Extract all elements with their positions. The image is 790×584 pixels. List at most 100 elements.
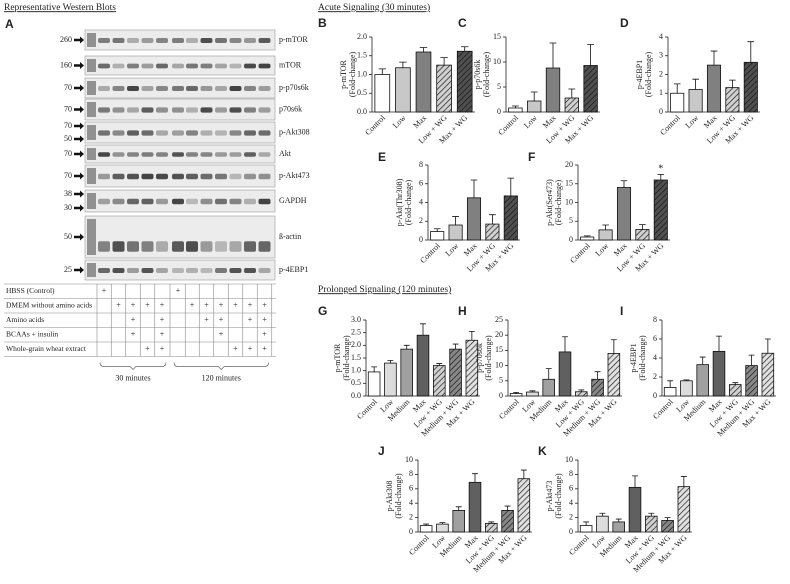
x-tick-label: Control bbox=[651, 397, 675, 421]
band bbox=[98, 130, 110, 136]
band bbox=[141, 63, 154, 69]
panel-letter: E bbox=[378, 150, 386, 164]
band bbox=[200, 130, 213, 136]
bar bbox=[616, 187, 632, 241]
bar bbox=[645, 515, 658, 533]
y-tick-label: 4 bbox=[569, 498, 573, 507]
y-tick-label: 3 bbox=[659, 51, 663, 60]
band bbox=[112, 130, 125, 136]
band bbox=[229, 173, 242, 180]
bar bbox=[712, 350, 726, 397]
blot-label: p-Akt473 bbox=[279, 171, 310, 180]
band bbox=[127, 173, 139, 180]
band bbox=[258, 173, 271, 180]
cell: + bbox=[145, 344, 150, 353]
bar bbox=[635, 229, 650, 241]
y-axis-label: (Fold-change) bbox=[394, 473, 403, 519]
error-bar bbox=[732, 382, 739, 385]
band bbox=[215, 152, 227, 157]
bar bbox=[745, 365, 758, 397]
blot-label: p-4EBP1 bbox=[279, 265, 308, 274]
y-tick-label: 2 bbox=[569, 512, 573, 521]
ladder-band bbox=[87, 33, 96, 47]
band bbox=[215, 173, 227, 180]
y-axis-label: p-Akt473 bbox=[545, 481, 554, 512]
cell: + bbox=[219, 315, 224, 324]
error-bar bbox=[419, 47, 428, 52]
band bbox=[172, 38, 184, 43]
y-tick-label: 2 bbox=[659, 69, 663, 78]
bar bbox=[384, 362, 397, 397]
cell: + bbox=[262, 301, 267, 310]
y-tick-label: 2.0 bbox=[351, 340, 361, 349]
y-tick-label: 0 bbox=[497, 107, 501, 116]
band bbox=[229, 63, 242, 69]
band bbox=[156, 86, 168, 91]
band bbox=[186, 173, 198, 180]
marker-label: 50 bbox=[64, 232, 72, 241]
band bbox=[112, 63, 125, 69]
bar bbox=[374, 74, 391, 113]
y-tick-label: 0 bbox=[653, 391, 657, 400]
band bbox=[244, 152, 256, 157]
band bbox=[186, 130, 198, 136]
cell: + bbox=[262, 344, 267, 353]
ladder-band bbox=[87, 59, 96, 72]
y-tick-label: 10 bbox=[405, 455, 413, 464]
band bbox=[172, 241, 184, 252]
band bbox=[172, 198, 184, 205]
error-bar bbox=[699, 356, 706, 365]
band bbox=[98, 63, 110, 69]
y-tick-label: 6 bbox=[569, 484, 573, 493]
arrow bbox=[74, 122, 84, 130]
band bbox=[141, 173, 154, 180]
y-tick-label: 2 bbox=[409, 512, 413, 521]
error-bar bbox=[602, 224, 609, 230]
arrow bbox=[74, 204, 84, 212]
y-tick-label: 5 bbox=[497, 82, 501, 91]
marker-label: 70 bbox=[64, 149, 72, 158]
bracket bbox=[99, 362, 167, 370]
error-bar bbox=[439, 522, 446, 525]
bar bbox=[743, 61, 758, 113]
x-tick-label: Control bbox=[407, 533, 431, 557]
x-tick-label: Control bbox=[355, 397, 379, 421]
arrow bbox=[74, 190, 84, 198]
error-bar bbox=[468, 331, 475, 341]
section-title: Acute Signaling (30 minutes) bbox=[318, 2, 430, 13]
error-bar bbox=[470, 179, 478, 198]
y-tick-label: 8 bbox=[409, 469, 413, 478]
x-tick-label: Control bbox=[567, 533, 591, 557]
error-bar bbox=[452, 216, 459, 225]
error-bar bbox=[399, 61, 407, 68]
band bbox=[186, 268, 198, 273]
error-bar bbox=[455, 506, 462, 511]
bar bbox=[761, 352, 775, 397]
band bbox=[258, 63, 271, 69]
band bbox=[127, 130, 139, 136]
error-bar bbox=[452, 343, 459, 350]
error-bar bbox=[440, 57, 448, 66]
bar bbox=[503, 195, 518, 241]
y-tick-label: 8 bbox=[419, 160, 423, 169]
error-bar bbox=[529, 390, 536, 393]
y-axis-label: (Fold-change) bbox=[644, 52, 653, 98]
bar bbox=[452, 509, 465, 533]
cell: + bbox=[102, 286, 107, 295]
panel-letter: D bbox=[620, 16, 629, 30]
band bbox=[200, 38, 213, 43]
bar bbox=[367, 371, 381, 397]
error-bar bbox=[423, 523, 430, 526]
error-bar bbox=[583, 235, 591, 237]
y-tick-label: 0.5 bbox=[357, 88, 367, 97]
y-axis-label: (Fold-change) bbox=[484, 335, 493, 381]
cell: + bbox=[248, 301, 253, 310]
significance: * bbox=[658, 164, 663, 175]
error-bar bbox=[436, 363, 443, 366]
band bbox=[141, 107, 154, 113]
band bbox=[229, 198, 242, 205]
marker-label: 30 bbox=[64, 203, 72, 212]
y-axis-label: (Fold-change) bbox=[404, 180, 413, 226]
bar bbox=[416, 334, 430, 397]
y-tick-label: 10 bbox=[565, 455, 573, 464]
